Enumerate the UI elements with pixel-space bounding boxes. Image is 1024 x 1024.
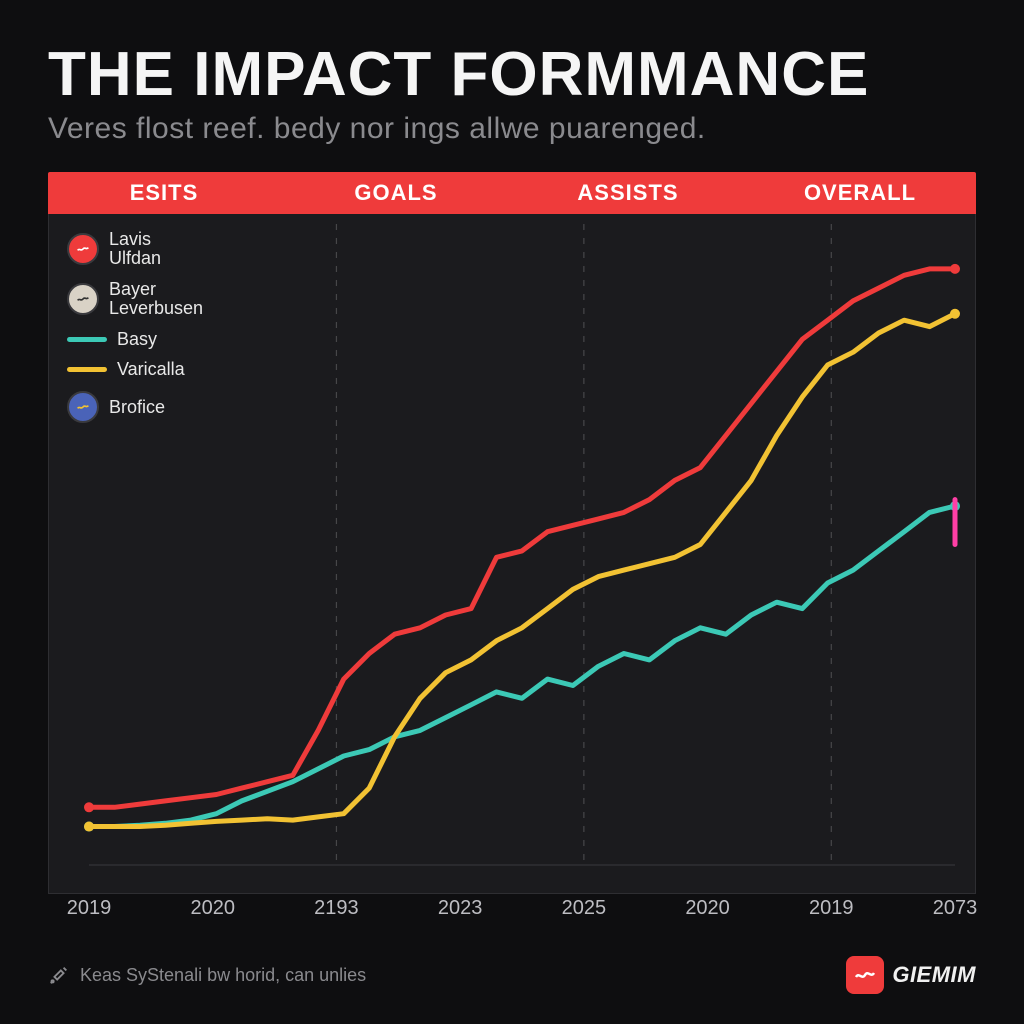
x-tick-label: 2073 bbox=[933, 897, 978, 920]
footer-text: Keas SyStenali bw horid, can unlies bbox=[80, 965, 366, 986]
x-tick-label: 2020 bbox=[190, 897, 235, 920]
plot-area: LavisUlfdan BayerLeverbusen Basy Varicalla B… bbox=[48, 214, 976, 894]
brand-badge-icon bbox=[846, 956, 884, 994]
tab-goals[interactable]: GOALS bbox=[280, 172, 512, 214]
legend-item-bayer: BayerLeverbusen bbox=[67, 280, 203, 318]
x-tick-label: 2025 bbox=[562, 897, 607, 920]
legend-badge-icon bbox=[67, 233, 99, 265]
chart-legend: LavisUlfdan BayerLeverbusen Basy Varicalla B… bbox=[67, 230, 203, 423]
tab-esits[interactable]: ESITS bbox=[48, 172, 280, 214]
legend-label: Basy bbox=[117, 330, 157, 349]
legend-label: LavisUlfdan bbox=[109, 230, 161, 268]
x-tick-label: 2020 bbox=[685, 897, 730, 920]
legend-badge-icon bbox=[67, 283, 99, 315]
legend-item-basy: Basy bbox=[67, 330, 203, 349]
x-tick-label: 2019 bbox=[809, 897, 854, 920]
x-tick-label: 2019 bbox=[67, 897, 112, 920]
chart-container: ESITS GOALS ASSISTS OVERALL LavisUlfdan B… bbox=[48, 172, 976, 912]
page-subtitle: Veres flost reef. bedy nor ings allwe pu… bbox=[48, 112, 976, 146]
brand-block: GIEMIM bbox=[846, 956, 976, 994]
legend-swatch-icon bbox=[67, 337, 107, 342]
tools-icon bbox=[48, 964, 70, 986]
x-axis-labels: 2019 2020 2193 2023 2025 2020 2019 2073 bbox=[49, 897, 975, 927]
x-tick-label: 2193 bbox=[314, 897, 359, 920]
legend-swatch-icon bbox=[67, 367, 107, 372]
chart-tabs: ESITS GOALS ASSISTS OVERALL bbox=[48, 172, 976, 214]
brand-name: GIEMIM bbox=[892, 962, 976, 988]
legend-label: Varicalla bbox=[117, 360, 185, 379]
legend-label: Brofice bbox=[109, 398, 165, 417]
tab-assists[interactable]: ASSISTS bbox=[512, 172, 744, 214]
page-title: THE IMPACT FORMMANCE bbox=[48, 44, 976, 106]
footer-attribution: Keas SyStenali bw horid, can unlies bbox=[48, 964, 366, 986]
legend-label: BayerLeverbusen bbox=[109, 280, 203, 318]
page-root: THE IMPACT FORMMANCE Veres flost reef. b… bbox=[0, 0, 1024, 1024]
footer: Keas SyStenali bw horid, can unlies GIEM… bbox=[48, 956, 976, 994]
tab-overall[interactable]: OVERALL bbox=[744, 172, 976, 214]
legend-item-varicalla: Varicalla bbox=[67, 360, 203, 379]
legend-badge-icon bbox=[67, 391, 99, 423]
brand-glyph-icon bbox=[853, 963, 877, 987]
x-tick-label: 2023 bbox=[438, 897, 483, 920]
legend-item-lavis: LavisUlfdan bbox=[67, 230, 203, 268]
legend-item-brofice: Brofice bbox=[67, 391, 203, 423]
